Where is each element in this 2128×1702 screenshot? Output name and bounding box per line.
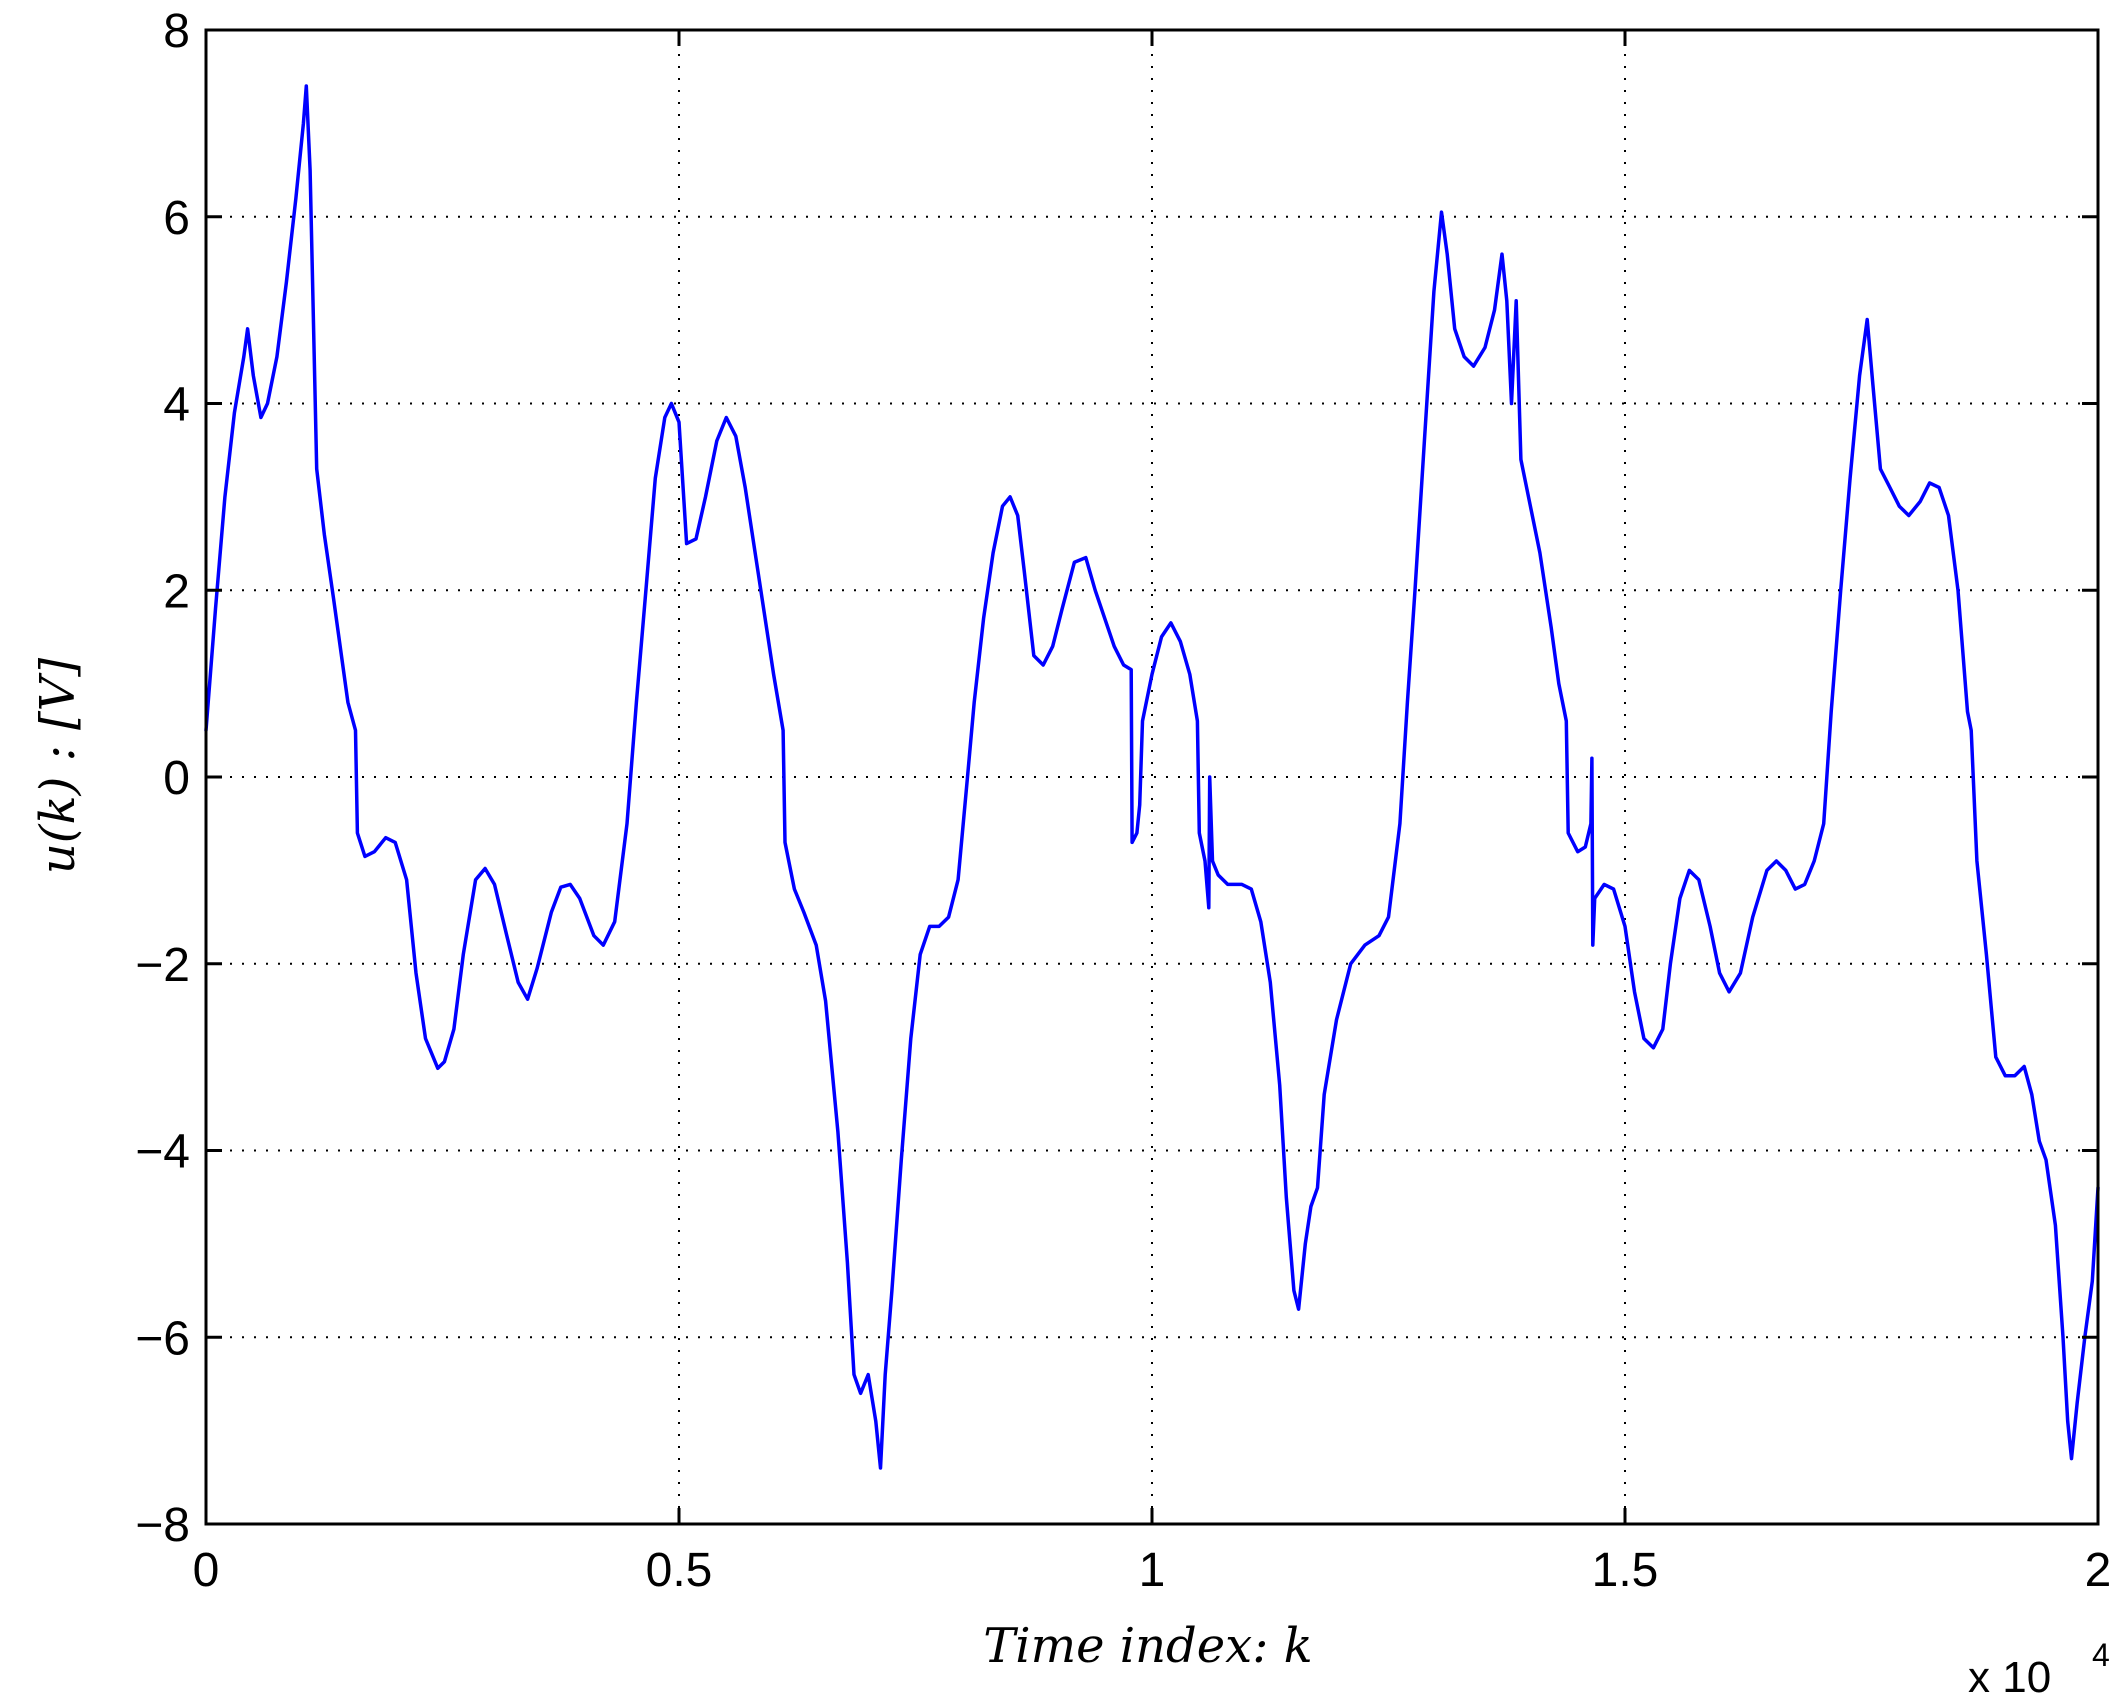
y-tick-label: −2 — [135, 939, 190, 992]
y-tick-label: 4 — [163, 379, 190, 432]
x-axis-exponent: x 10 4 — [1968, 1637, 2110, 1702]
y-tick-label: −4 — [135, 1126, 190, 1179]
y-tick-label: 2 — [163, 565, 190, 618]
x-exponent-base: x 10 — [1968, 1653, 2051, 1702]
y-tick-label: −8 — [135, 1499, 190, 1552]
series-line-0 — [204, 84, 2100, 1470]
x-tick-label: 1 — [1139, 1544, 1166, 1597]
y-tick-label: 0 — [163, 752, 190, 805]
series-layer — [204, 84, 2100, 1470]
x-tick-label: 2 — [2085, 1544, 2112, 1597]
y-tick-label: −6 — [135, 1312, 190, 1365]
x-tick-label: 1.5 — [1592, 1544, 1659, 1597]
x-axis-ticks: 0 0.5 1 1.5 2 — [193, 30, 2112, 1597]
y-axis-title: u(k) : [V] — [30, 658, 86, 875]
x-tick-label: 0.5 — [646, 1544, 713, 1597]
y-tick-label: 8 — [163, 5, 190, 58]
y-axis-ticks: −8 −6 −4 −2 0 2 4 6 8 — [135, 5, 2098, 1552]
x-axis-title: Time index: k — [983, 1618, 1313, 1674]
x-exponent-power: 4 — [2092, 1637, 2110, 1673]
x-tick-label: 0 — [193, 1544, 220, 1597]
y-tick-label: 6 — [163, 192, 190, 245]
